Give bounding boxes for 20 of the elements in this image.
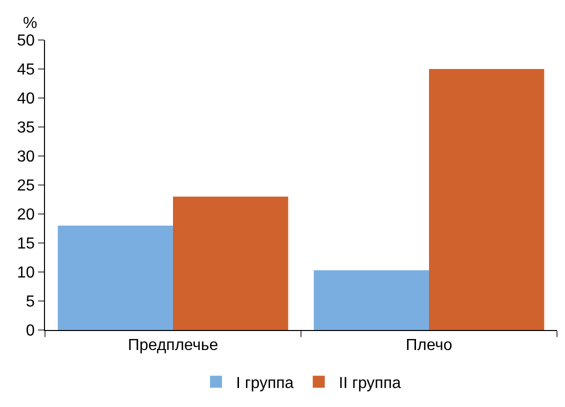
bar: [429, 69, 544, 330]
x-tick-label: Предплечье: [128, 337, 218, 354]
legend-label: II группа: [338, 374, 401, 392]
y-axis-title: %: [23, 15, 38, 32]
y-tick-label: 40: [17, 90, 35, 108]
y-tick-label: 10: [17, 264, 35, 282]
bar: [173, 196, 288, 330]
y-tick-label: 5: [26, 294, 35, 311]
bar: [58, 226, 173, 330]
y-tick-label: 20: [17, 206, 35, 224]
y-tick-label: 15: [17, 236, 35, 253]
y-tick-label: 25: [17, 178, 35, 195]
y-tick-label: 50: [17, 32, 35, 50]
y-tick-label: 0: [26, 322, 35, 340]
legend-label: I группа: [236, 374, 294, 392]
y-tick-label: 35: [17, 120, 35, 137]
y-tick-label: 30: [17, 148, 35, 166]
bar: [314, 270, 429, 330]
y-tick-label: 45: [17, 62, 35, 79]
x-tick-label: Плечо: [406, 337, 452, 354]
